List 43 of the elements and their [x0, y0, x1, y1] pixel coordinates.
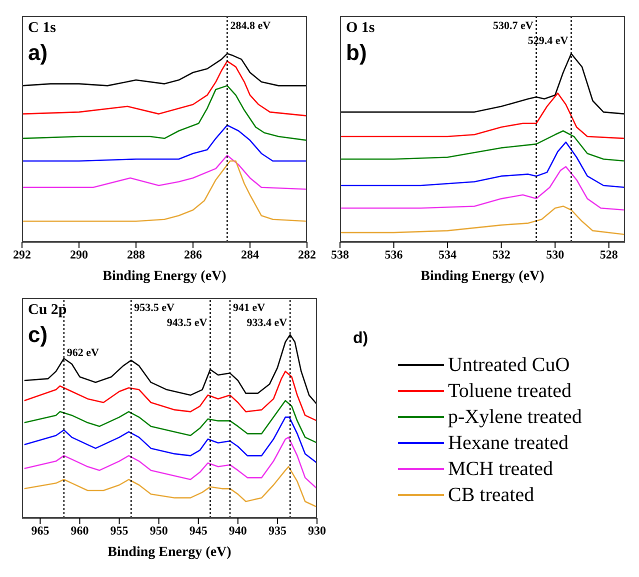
ref-line-label: 941 eV	[233, 302, 266, 314]
x-tick-label: 935	[268, 524, 286, 538]
x-tick-label: 288	[127, 248, 145, 262]
x-tick-label: 955	[110, 524, 128, 538]
annotation: a)	[28, 40, 48, 66]
text: d)	[353, 330, 370, 348]
x-tick-label: 290	[70, 248, 88, 262]
legend-label: Toluene treated	[448, 380, 572, 402]
ref-line-label: 943.5 eV	[166, 317, 208, 329]
x-tick-label: 965	[31, 524, 50, 538]
x-axis-title: Binding Energy (eV)	[108, 545, 232, 560]
x-tick-label: 284	[241, 248, 259, 262]
x-tick-label: 528	[600, 248, 618, 262]
x-tick-label: 292	[13, 248, 31, 262]
ref-line-label: 953.5 eV	[134, 302, 175, 314]
annotation: c)	[28, 322, 48, 348]
legend-label: CB treated	[448, 484, 534, 506]
annotation: b)	[346, 40, 367, 66]
x-axis-title: Binding Energy (eV)	[102, 269, 227, 284]
x-tick-label: 950	[150, 524, 168, 538]
legend-label: Untreated CuO	[448, 354, 570, 376]
x-tick-label: 286	[184, 248, 202, 262]
x-tick-label: 538	[331, 248, 349, 262]
x-tick-label: 945	[189, 524, 208, 538]
legend-label: p-Xylene treated	[448, 406, 582, 428]
text: O 1s	[346, 20, 375, 37]
x-tick-label: 960	[70, 524, 89, 538]
x-tick-label: 530	[546, 248, 564, 262]
text: C 1s	[28, 20, 56, 37]
ref-line-label: 284.8 eV	[230, 20, 271, 32]
x-tick-label: 930	[308, 524, 326, 538]
x-axis-title: Binding Energy (eV)	[420, 269, 545, 284]
x-tick-label: 940	[228, 524, 247, 538]
x-tick-label: 532	[492, 248, 510, 262]
x-tick-label: 282	[298, 248, 316, 262]
ref-line-label: 530.7 eV	[492, 20, 534, 32]
ref-line-label: 962 eV	[66, 347, 100, 359]
legend-label: Hexane treated	[448, 432, 568, 454]
ref-line-label: 529.4 eV	[528, 35, 568, 47]
ref-line-label: 933.4 eV	[246, 317, 288, 329]
x-tick-label: 536	[384, 248, 403, 262]
x-tick-label: 534	[438, 248, 457, 262]
legend-label: MCH treated	[448, 458, 553, 480]
